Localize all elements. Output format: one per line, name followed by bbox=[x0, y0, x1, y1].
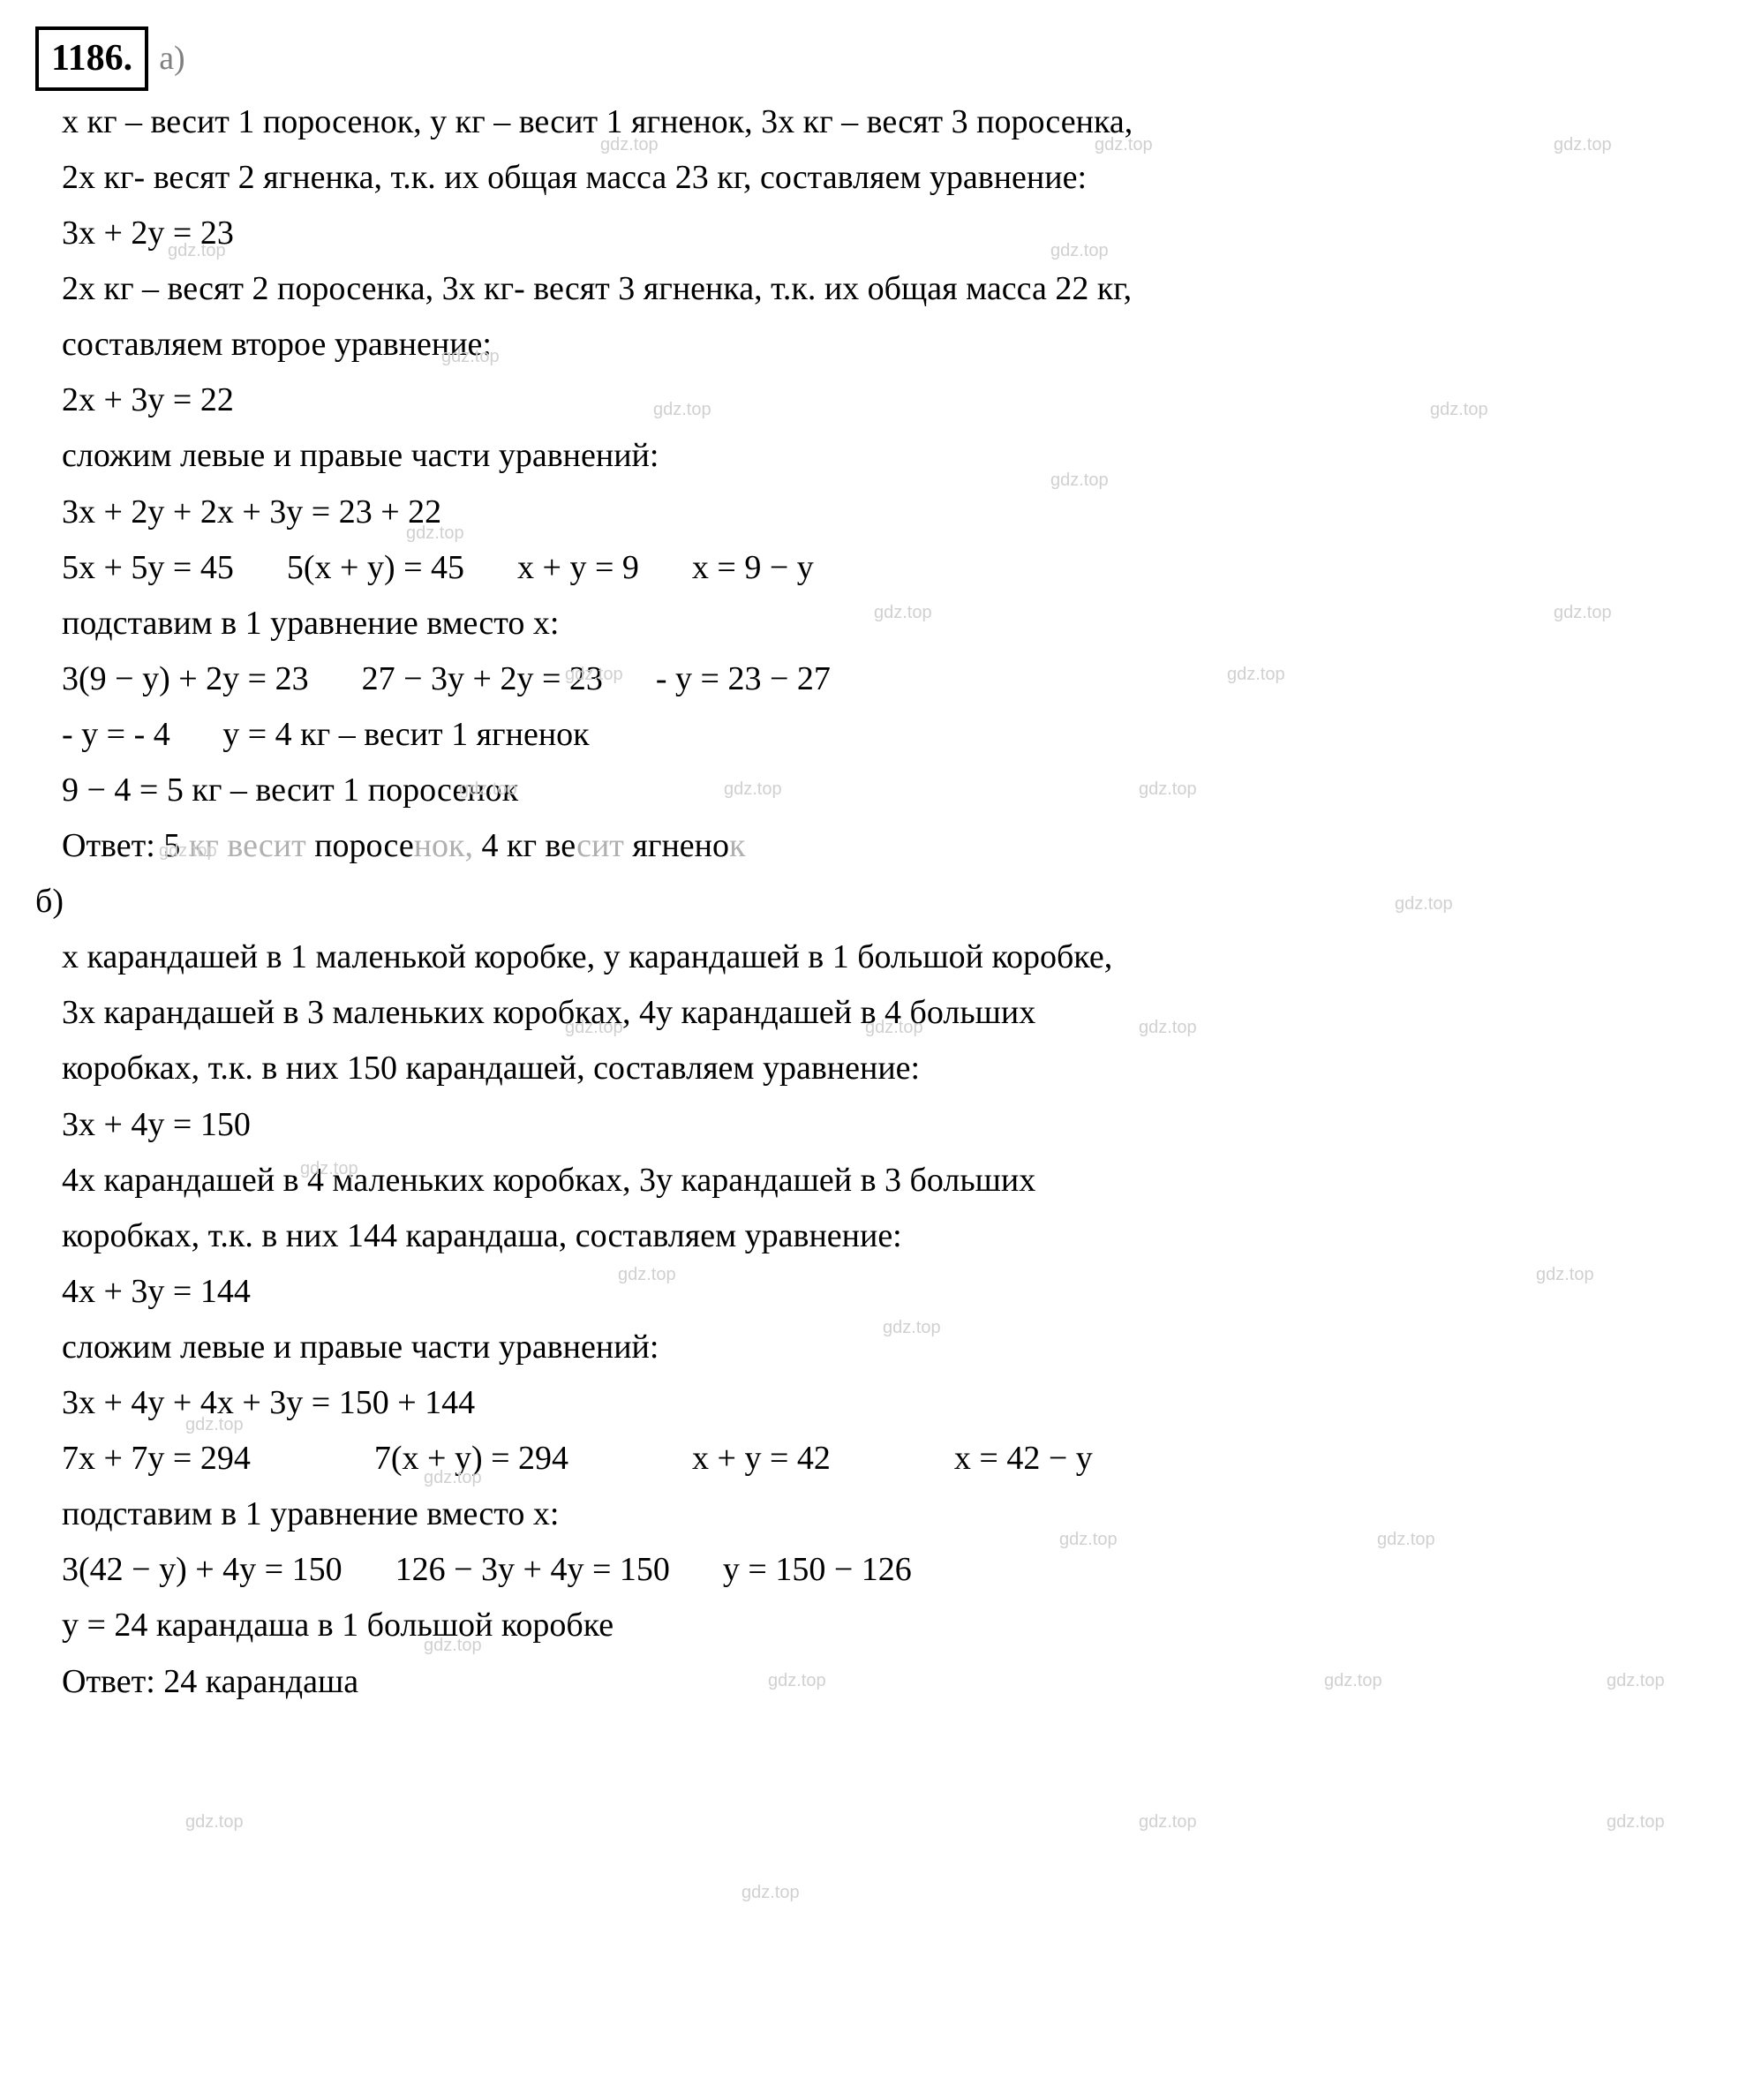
partb-step1: сложим левые и правые части уравнений: bbox=[62, 1323, 1719, 1372]
partb-eq2: 4x + 3y = 144 bbox=[62, 1268, 1719, 1316]
partb-setup-line3: коробках, т.к. в них 150 карандашей, сос… bbox=[62, 1044, 1719, 1093]
watermark-text: gdz.top bbox=[741, 1880, 800, 1906]
partb-setup-line2: 3x карандашей в 3 маленьких коробках, 4y… bbox=[62, 989, 1719, 1037]
parta-eq3: 3x + 2y + 2x + 3y = 23 + 22 bbox=[62, 488, 1719, 537]
parta-setup-line2: 2x кг- весят 2 ягненка, т.к. их общая ма… bbox=[62, 154, 1719, 202]
problem-number-box: 1186. bbox=[35, 26, 148, 91]
document-content: gdz.topgdz.topgdz.topgdz.topgdz.topgdz.t… bbox=[35, 26, 1719, 1706]
parta-answer: Ответ: 5 кг весит поросенок, 4 кг весит … bbox=[62, 822, 1719, 870]
parta-step1: сложим левые и правые части уравнений: bbox=[62, 432, 1719, 480]
parta-eq5a: 3(9 − y) + 2y = 23 bbox=[62, 655, 309, 704]
parta-eq4c: x + y = 9 bbox=[517, 544, 639, 592]
parta-eq2: 2x + 3y = 22 bbox=[62, 376, 1719, 425]
partb-setup-line5: коробках, т.к. в них 144 карандаша, сост… bbox=[62, 1212, 1719, 1261]
watermark-text: gdz.top bbox=[1139, 1810, 1197, 1835]
partb-step2: подставим в 1 уравнение вместо x: bbox=[62, 1490, 1719, 1539]
parta-eq7: 9 − 4 = 5 кг – весит 1 поросенок bbox=[62, 766, 1719, 815]
part-b-label: б) bbox=[35, 883, 64, 920]
partb-answer: Ответ: 24 карандаша bbox=[62, 1658, 1719, 1706]
answer-gray-1: кг весит bbox=[189, 827, 306, 864]
parta-eq4b: 5(x + y) = 45 bbox=[287, 544, 464, 592]
partb-setup-line4: 4x карандашей в 4 маленьких коробках, 3y… bbox=[62, 1156, 1719, 1205]
answer-text-2: поросе bbox=[306, 827, 414, 864]
parta-eq6b: y = 4 кг – весит 1 ягненок bbox=[222, 716, 589, 753]
parta-setup-line1: x кг – весит 1 поросенок, y кг – весит 1… bbox=[62, 98, 1719, 147]
parta-setup-line4: составляем второе уравнение: bbox=[62, 320, 1719, 369]
partb-eq4-row: 7x + 7y = 294 7(x + y) = 294 x + y = 42 … bbox=[62, 1434, 1719, 1483]
problem-header: 1186. а) bbox=[35, 26, 1719, 91]
parta-eq5c: - y = 23 − 27 bbox=[656, 655, 831, 704]
parta-eq4d: x = 9 − y bbox=[692, 544, 814, 592]
answer-text-3: 4 кг ве bbox=[473, 827, 576, 864]
partb-eq5b: 126 − 3y + 4y = 150 bbox=[395, 1546, 670, 1594]
parta-eq4-row: 5x + 5y = 45 5(x + y) = 45 x + y = 9 x =… bbox=[62, 544, 1719, 592]
part-a-label: а) bbox=[159, 34, 185, 83]
watermark-text: gdz.top bbox=[1607, 1810, 1665, 1835]
parta-eq5b: 27 − 3y + 2y = 23 bbox=[362, 655, 603, 704]
partb-eq6: y = 24 карандаша в 1 большой коробке bbox=[62, 1601, 1719, 1650]
partb-eq4b: 7(x + y) = 294 bbox=[374, 1434, 568, 1483]
partb-eq1: 3x + 4y = 150 bbox=[62, 1101, 1719, 1149]
partb-eq5c: y = 150 − 126 bbox=[723, 1546, 912, 1594]
parta-eq6a: - y = - 4 bbox=[62, 711, 170, 759]
parta-eq4a: 5x + 5y = 45 bbox=[62, 544, 234, 592]
answer-gray-2: нок, bbox=[414, 827, 473, 864]
parta-eq5-row: 3(9 − y) + 2y = 23 27 − 3y + 2y = 23 - y… bbox=[62, 655, 1719, 704]
partb-eq4c: x + y = 42 bbox=[692, 1434, 831, 1483]
parta-eq6-row: - y = - 4 y = 4 кг – весит 1 ягненок bbox=[62, 711, 1719, 759]
watermark-text: gdz.top bbox=[185, 1810, 244, 1835]
part-b-label-row: б) bbox=[35, 877, 1719, 926]
answer-text-4: ягнено bbox=[624, 827, 729, 864]
answer-text-1: Ответ: 5 bbox=[62, 827, 189, 864]
answer-gray-4: к bbox=[729, 827, 745, 864]
parta-step2: подставим в 1 уравнение вместо x: bbox=[62, 599, 1719, 648]
partb-eq3: 3x + 4y + 4x + 3y = 150 + 144 bbox=[62, 1379, 1719, 1427]
parta-eq1: 3x + 2y = 23 bbox=[62, 209, 1719, 258]
answer-gray-3: сит bbox=[576, 827, 624, 864]
partb-eq4d: x = 42 − y bbox=[954, 1434, 1093, 1483]
partb-setup-line1: x карандашей в 1 маленькой коробке, y ка… bbox=[62, 933, 1719, 982]
partb-eq4a: 7x + 7y = 294 bbox=[62, 1434, 251, 1483]
parta-setup-line3: 2x кг – весят 2 поросенка, 3x кг- весят … bbox=[62, 265, 1719, 313]
partb-eq5a: 3(42 − y) + 4y = 150 bbox=[62, 1546, 343, 1594]
partb-eq5-row: 3(42 − y) + 4y = 150 126 − 3y + 4y = 150… bbox=[62, 1546, 1719, 1594]
